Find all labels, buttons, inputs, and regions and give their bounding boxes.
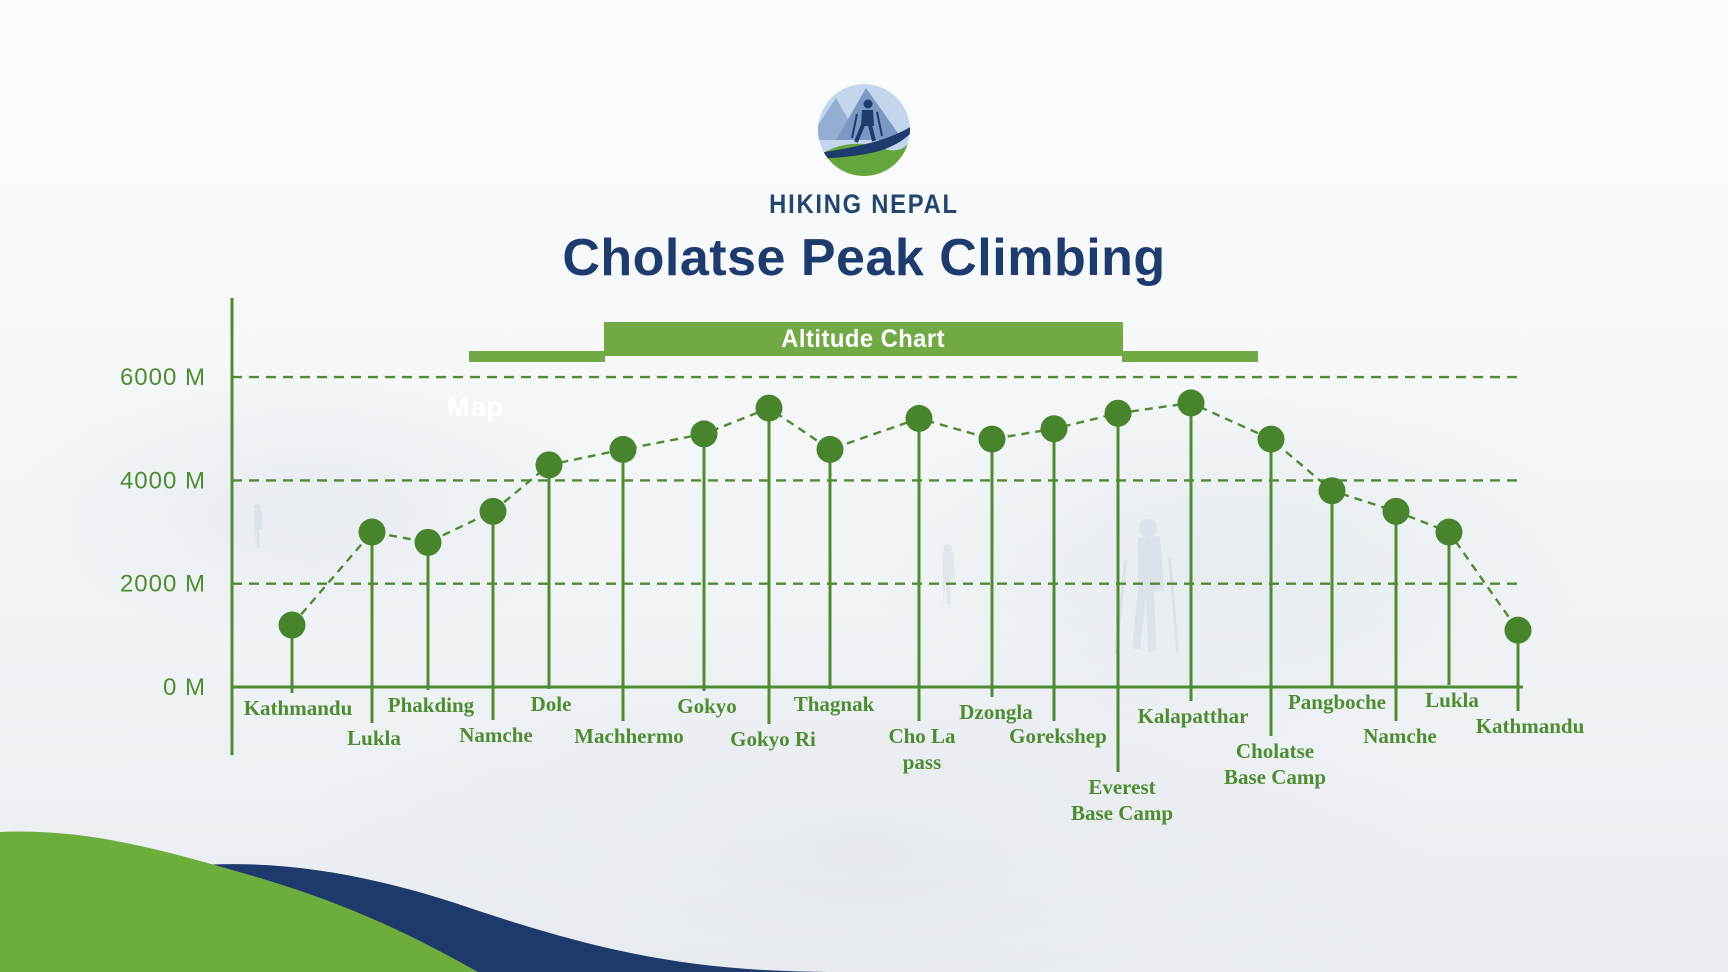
- hiking-nepal-logo: [818, 84, 910, 176]
- station-label-gorekshep-11: Gorekshep: [1009, 724, 1107, 748]
- station-label-kathmandu-18: Kathmandu: [1476, 714, 1585, 738]
- data-point-phakding-2: [414, 528, 442, 556]
- data-point-gokyo-6: [690, 420, 718, 448]
- banner-label: Altitude Chart: [781, 324, 946, 353]
- data-point-kalapatthar-13: [1177, 389, 1205, 417]
- map-watermark: Map: [447, 392, 504, 422]
- logo-hiker-icon: [851, 99, 883, 143]
- data-point-kathmandu-18: [1504, 616, 1532, 644]
- station-label-cho-la-pass-9-line1: Cho La: [888, 724, 956, 748]
- data-point-lukla-17: [1435, 518, 1463, 546]
- data-point-dole-4: [535, 451, 563, 479]
- y-tick-label-0: 0 M: [163, 674, 206, 701]
- data-point-pangboche-15: [1318, 477, 1346, 505]
- data-point-namche-16: [1382, 497, 1410, 525]
- station-label-machhermo-5: Machhermo: [574, 724, 684, 748]
- data-point-lukla-1: [358, 518, 386, 546]
- data-point-kathmandu-0: [278, 611, 306, 639]
- station-label-dzongla-10: Dzongla: [959, 700, 1033, 724]
- data-point-machhermo-5: [609, 435, 637, 463]
- station-label-kathmandu-0: Kathmandu: [244, 696, 353, 720]
- bottom-waves: [0, 831, 840, 972]
- station-label-dole-4: Dole: [531, 692, 572, 716]
- station-label-gokyo-6: Gokyo: [677, 694, 737, 718]
- data-point-cho-la-pass-9: [905, 404, 933, 432]
- station-label-gokyo-ri-7: Gokyo Ri: [730, 727, 816, 751]
- station-label-namche-3: Namche: [459, 723, 532, 747]
- station-label-lukla-17: Lukla: [1425, 688, 1479, 712]
- data-point-namche-3: [479, 497, 507, 525]
- station-label-pangboche-15: Pangboche: [1288, 690, 1386, 714]
- data-point-gokyo-ri-7: [755, 394, 783, 422]
- station-label-namche-16: Namche: [1363, 724, 1436, 748]
- data-point-thagnak-8: [816, 435, 844, 463]
- banner-left-bar: [469, 351, 605, 362]
- bottom-wave-green: [0, 831, 478, 972]
- brand-name: HIKING NEPAL: [769, 189, 959, 219]
- station-label-cholatse-base-camp-14-line2: Base Camp: [1224, 765, 1326, 789]
- y-tick-label-4000: 4000 M: [120, 467, 206, 494]
- data-point-dzongla-10: [978, 425, 1006, 453]
- route-line: [291, 401, 1519, 631]
- station-label-phakding-2: Phakding: [388, 693, 475, 717]
- altitude-chart-banner: Altitude Chart: [604, 322, 1123, 356]
- y-tick-label-6000: 6000 M: [120, 364, 206, 391]
- station-label-cholatse-base-camp-14-line1: Cholatse: [1236, 739, 1314, 763]
- data-point-gorekshep-11: [1040, 415, 1068, 443]
- y-tick-label-2000: 2000 M: [120, 571, 206, 598]
- station-label-kalapatthar-13: Kalapatthar: [1138, 704, 1249, 728]
- banner-right-bar: [1122, 351, 1258, 362]
- data-point-everest-base-camp-12: [1104, 399, 1132, 427]
- station-label-everest-base-camp-12-line1: Everest: [1088, 775, 1155, 799]
- station-label-lukla-1: Lukla: [347, 726, 401, 750]
- station-label-thagnak-8: Thagnak: [794, 692, 875, 716]
- page-title: Cholatse Peak Climbing: [562, 229, 1166, 287]
- station-label-cho-la-pass-9-line2: pass: [903, 750, 942, 774]
- data-point-cholatse-base-camp-14: [1257, 425, 1285, 453]
- logo-swoosh: [818, 122, 910, 159]
- station-label-everest-base-camp-12-line2: Base Camp: [1071, 801, 1173, 825]
